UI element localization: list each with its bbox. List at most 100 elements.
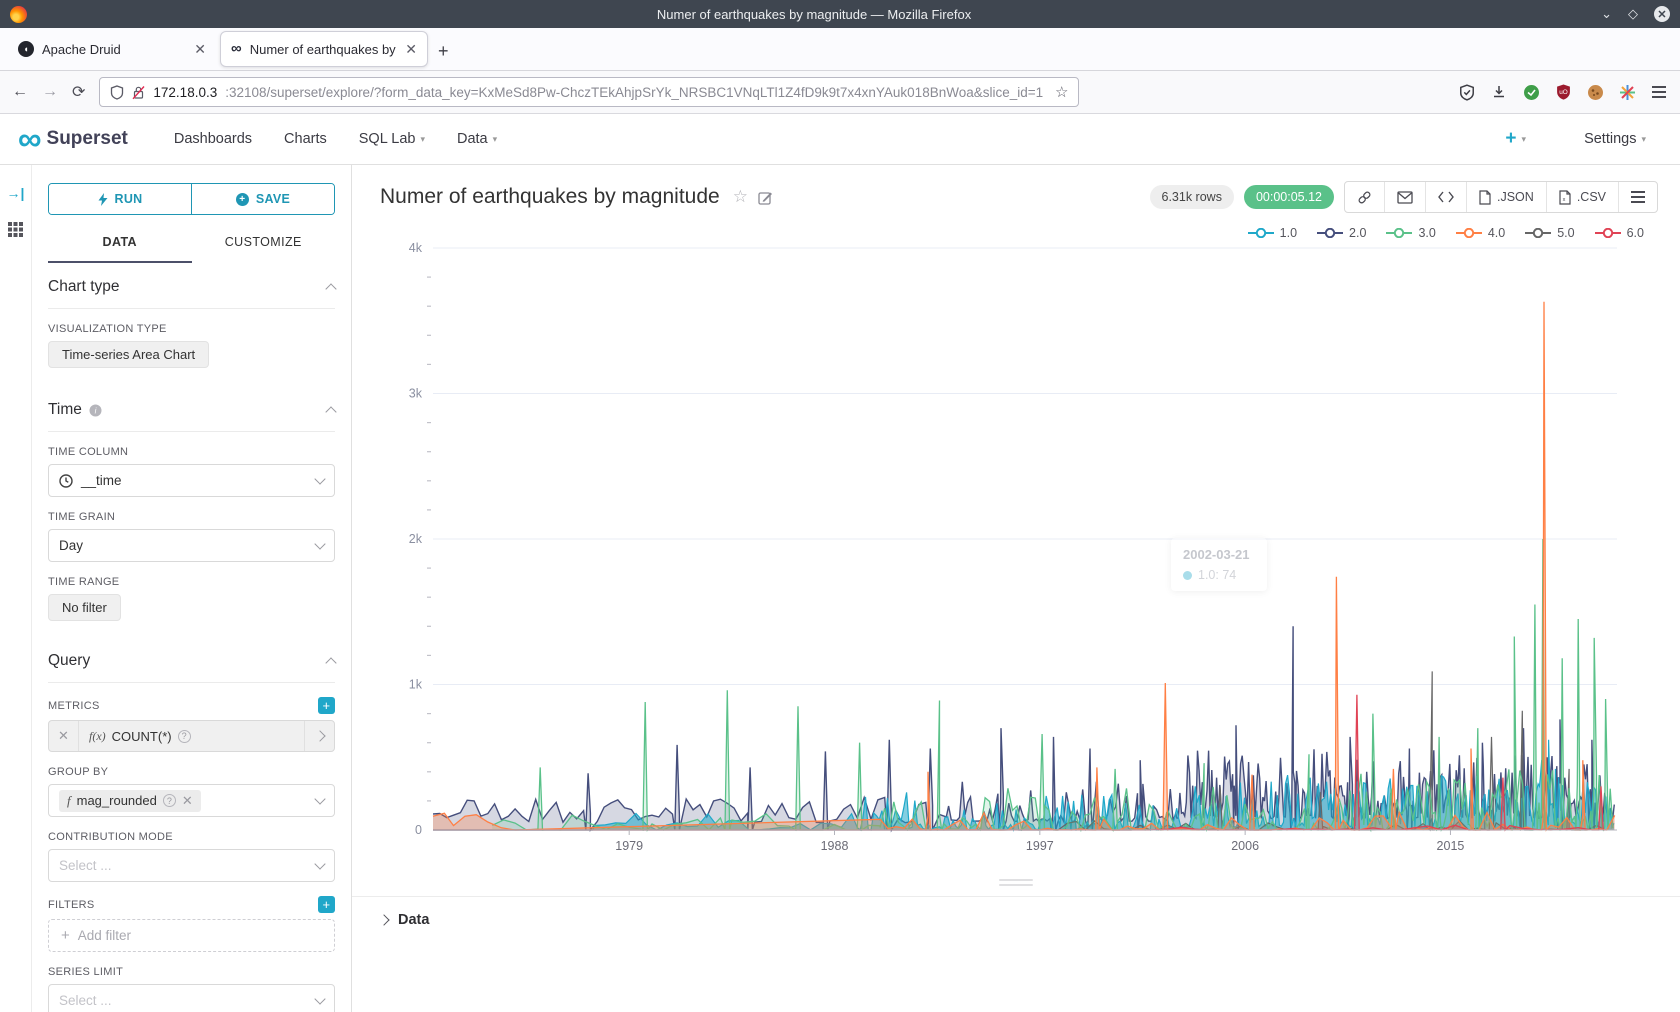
legend-item-4.0[interactable]: 4.0 xyxy=(1456,226,1505,240)
save-button[interactable]: + SAVE xyxy=(191,184,334,214)
nav-item-sql-lab[interactable]: SQL Lab▾ xyxy=(359,131,425,147)
time-range-value[interactable]: No filter xyxy=(48,594,121,621)
run-button[interactable]: RUN xyxy=(49,184,191,214)
window-close-icon[interactable]: ✕ xyxy=(1654,6,1670,22)
add-filter-dropzone[interactable]: +Add filter xyxy=(48,919,335,952)
embed-code-button[interactable] xyxy=(1425,182,1466,212)
ublock-shield-icon[interactable]: uO xyxy=(1554,83,1572,101)
legend-item-3.0[interactable]: 3.0 xyxy=(1386,226,1435,240)
window-title: Numer of earthquakes by magnitude — Mozi… xyxy=(27,7,1601,22)
help-icon: ? xyxy=(178,730,191,743)
svg-text:2k: 2k xyxy=(409,532,423,546)
reload-icon[interactable]: ⟳ xyxy=(72,82,85,102)
tab-data[interactable]: DATA xyxy=(48,227,192,263)
nav-item-charts[interactable]: Charts xyxy=(284,131,327,147)
superset-logo[interactable]: ∞ Superset xyxy=(18,124,128,154)
chart-title: Numer of earthquakes by magnitude xyxy=(380,185,720,209)
favorite-star-icon[interactable]: ☆ xyxy=(733,187,748,207)
groupby-label: GROUP BY xyxy=(48,766,335,778)
expand-metric-icon[interactable] xyxy=(304,721,334,751)
data-panel-label: Data xyxy=(398,912,429,928)
bookmark-star-icon[interactable]: ☆ xyxy=(1055,83,1068,101)
legend-item-6.0[interactable]: 6.0 xyxy=(1595,226,1644,240)
export-json-button[interactable]: .JSON xyxy=(1466,182,1546,212)
tab-close-icon[interactable]: ✕ xyxy=(194,41,206,58)
forward-icon[interactable]: → xyxy=(42,83,58,101)
window-minimize-icon[interactable]: ⌄ xyxy=(1601,6,1612,22)
export-csv-button[interactable]: x.CSV xyxy=(1546,182,1618,212)
metric-count-item[interactable]: ✕ f(x)COUNT(*)? xyxy=(48,720,335,752)
groupby-tag[interactable]: f mag_rounded ? ✕ xyxy=(59,790,201,812)
insecure-lock-icon[interactable] xyxy=(132,85,145,100)
tab-apache-druid[interactable]: ◖ Apache Druid ✕ xyxy=(8,31,216,67)
viz-type-value[interactable]: Time-series Area Chart xyxy=(48,341,209,368)
svg-text:4k: 4k xyxy=(409,242,423,255)
time-column-select[interactable]: __time xyxy=(48,464,335,497)
url-path: :32108/superset/explore/?form_data_key=K… xyxy=(225,85,1047,100)
add-metric-button[interactable]: + xyxy=(318,697,335,714)
settings-menu[interactable]: Settings▾ xyxy=(1584,131,1646,147)
chevron-down-icon xyxy=(314,538,325,549)
tab-bar: ◖ Apache Druid ✕ ∞ Numer of earthquakes … xyxy=(0,28,1680,71)
colorful-star-extension-icon[interactable] xyxy=(1618,83,1636,101)
protections-shield-icon[interactable] xyxy=(1458,83,1476,101)
groupby-select[interactable]: f mag_rounded ? ✕ xyxy=(48,784,335,817)
filters-label: FILTERS xyxy=(48,899,95,911)
chevron-down-icon xyxy=(314,993,325,1004)
new-item-button[interactable]: +▾ xyxy=(1505,128,1526,150)
svg-text:1k: 1k xyxy=(409,678,423,692)
back-icon[interactable]: ← xyxy=(12,83,28,101)
expand-panel-icon[interactable]: →| xyxy=(7,185,25,201)
timeseries-chart[interactable]: 01k2k3k4k19791988199720062015 2002-03-21… xyxy=(370,242,1660,865)
tab-close-icon[interactable]: ✕ xyxy=(405,41,417,58)
svg-text:3k: 3k xyxy=(409,387,423,401)
cookie-extension-icon[interactable] xyxy=(1586,83,1604,101)
copy-link-button[interactable] xyxy=(1345,182,1384,212)
clock-icon xyxy=(59,474,73,488)
edit-pencil-icon[interactable] xyxy=(758,190,773,205)
section-query[interactable]: Query xyxy=(48,637,335,683)
datasource-grid-icon[interactable] xyxy=(7,221,24,238)
chevron-down-icon: ▾ xyxy=(1522,134,1527,145)
nav-item-data[interactable]: Data▾ xyxy=(457,131,497,147)
remove-tag-icon[interactable]: ✕ xyxy=(182,793,193,809)
shield-permissions-icon[interactable] xyxy=(110,85,124,100)
section-chart-type[interactable]: Chart type xyxy=(48,263,335,309)
extension-green-icon[interactable] xyxy=(1522,83,1540,101)
superset-brand: Superset xyxy=(47,128,128,150)
add-filter-button[interactable]: + xyxy=(318,896,335,913)
legend-item-5.0[interactable]: 5.0 xyxy=(1525,226,1574,240)
new-tab-button[interactable]: + xyxy=(438,41,449,62)
chart-menu-button[interactable] xyxy=(1618,182,1657,212)
contribution-mode-label: CONTRIBUTION MODE xyxy=(48,831,335,843)
chevron-down-icon: ▾ xyxy=(493,134,498,145)
legend-item-1.0[interactable]: 1.0 xyxy=(1248,226,1297,240)
chevron-down-icon xyxy=(314,858,325,869)
legend-item-2.0[interactable]: 2.0 xyxy=(1317,226,1366,240)
window-maximize-icon[interactable]: ◇ xyxy=(1628,6,1638,22)
envelope-icon xyxy=(1397,191,1413,204)
file-icon xyxy=(1479,190,1491,205)
chevron-up-icon xyxy=(325,657,336,668)
address-bar[interactable]: 172.18.0.3 :32108/superset/explore/?form… xyxy=(99,77,1079,107)
svg-text:0: 0 xyxy=(415,823,422,837)
section-time[interactable]: Time i xyxy=(48,386,335,432)
remove-metric-icon[interactable]: ✕ xyxy=(49,721,79,751)
tab-superset-chart[interactable]: ∞ Numer of earthquakes by ✕ xyxy=(220,31,428,67)
tab-customize[interactable]: CUSTOMIZE xyxy=(192,227,336,263)
time-grain-select[interactable]: Day xyxy=(48,529,335,562)
tooltip-value: 1.0: 74 xyxy=(1198,568,1236,582)
svg-text:1979: 1979 xyxy=(615,839,643,853)
chart-legend[interactable]: 1.0 2.0 3.0 4.0 5.0 6.0 xyxy=(352,213,1680,240)
email-button[interactable] xyxy=(1384,182,1425,212)
nav-item-dashboards[interactable]: Dashboards xyxy=(174,131,252,147)
chevron-down-icon xyxy=(314,473,325,484)
panel-resize-handle[interactable] xyxy=(999,879,1033,886)
contribution-mode-select[interactable]: Select ... xyxy=(48,849,335,882)
metrics-label: METRICS xyxy=(48,700,100,712)
data-results-panel[interactable]: Data xyxy=(352,896,1680,956)
chart-area: Numer of earthquakes by magnitude ☆ 6.31… xyxy=(352,165,1680,1012)
downloads-icon[interactable] xyxy=(1490,83,1508,101)
series-limit-select[interactable]: Select ... xyxy=(48,984,335,1012)
menu-hamburger-icon[interactable] xyxy=(1650,83,1668,101)
